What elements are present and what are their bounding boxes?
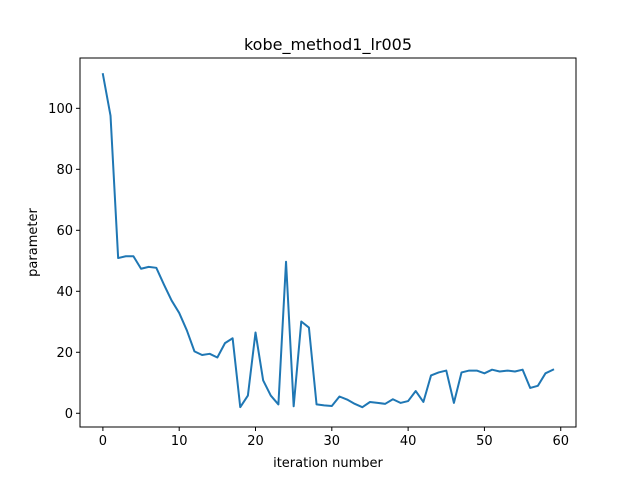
y-tick-label: 0 — [65, 407, 73, 422]
x-tick-label: 50 — [476, 434, 493, 449]
y-tick-label: 100 — [48, 102, 73, 117]
y-tick-label: 20 — [56, 346, 73, 361]
plot-frame — [79, 57, 577, 428]
x-axis-ticks: 0 10 20 30 40 50 60 — [99, 427, 569, 449]
x-tick-label: 30 — [324, 434, 341, 449]
x-tick-label: 20 — [247, 434, 264, 449]
x-tick-label: 10 — [171, 434, 188, 449]
y-axis-ticks: 0 20 40 60 80 100 — [48, 102, 80, 422]
y-axis-label: parameter — [26, 208, 41, 277]
y-tick-label: 60 — [56, 224, 73, 239]
x-tick-label: 0 — [99, 434, 107, 449]
series-line — [101, 72, 555, 409]
y-tick-label: 40 — [56, 285, 73, 300]
x-tick-label: 60 — [552, 434, 569, 449]
x-axis-label: iteration number — [273, 456, 383, 471]
x-tick-label: 40 — [400, 434, 417, 449]
series-layer — [101, 72, 555, 409]
y-tick-label: 80 — [56, 163, 73, 178]
chart-title: kobe_method1_lr005 — [244, 35, 412, 55]
